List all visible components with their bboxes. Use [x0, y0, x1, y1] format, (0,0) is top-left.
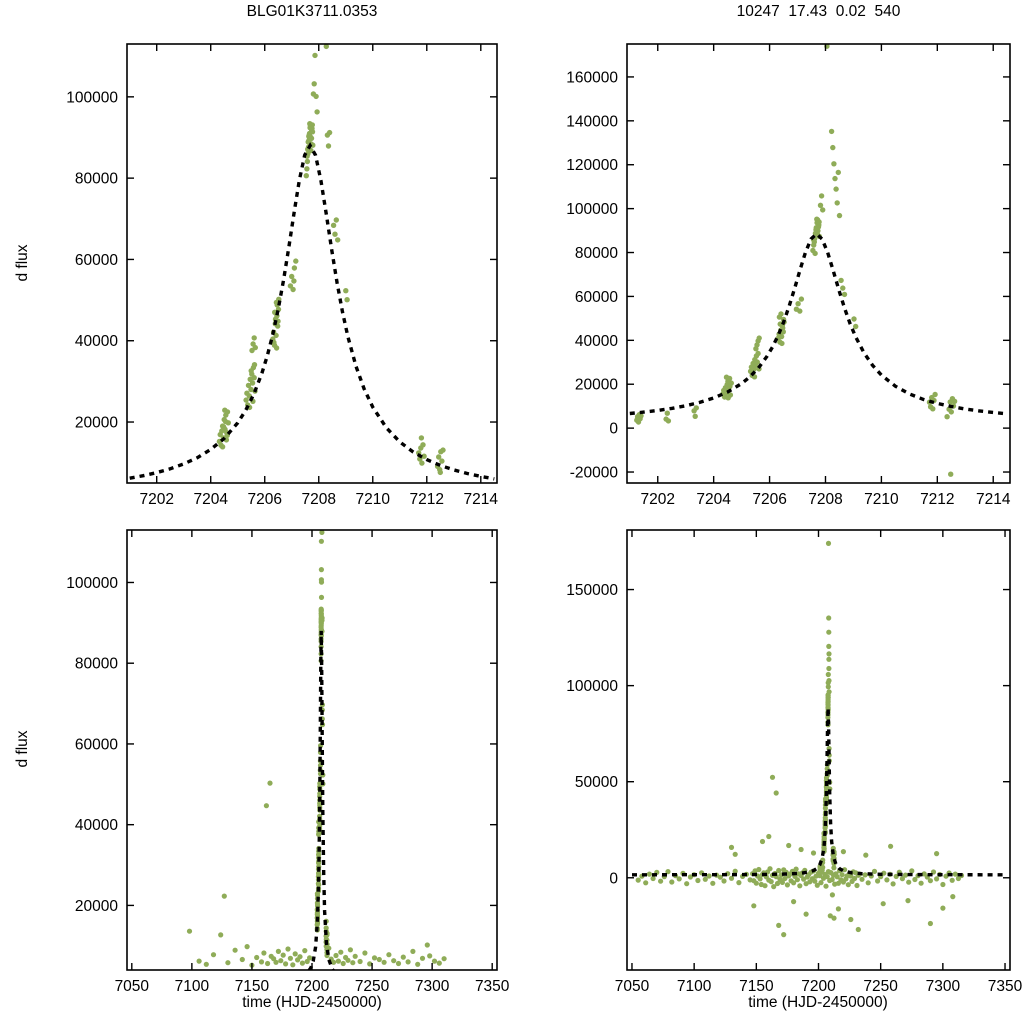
y-tick-label: 60000	[75, 736, 118, 753]
x-tick-label: 7212	[410, 491, 444, 508]
y-tick-label: 80000	[75, 656, 118, 673]
x-tick-label: 7150	[739, 978, 774, 995]
panel-top-right: 10247 17.43 0.02 540 7202 7204 7206 7208 721…	[512, 0, 1024, 512]
y-tick-label: 40000	[575, 333, 618, 350]
x-tick-label: 7350	[475, 978, 510, 995]
x-tick-label: 7300	[415, 978, 450, 995]
panel-top-left: BLG01K3711.0353 d flux 7202 7204 7206 7208 7…	[0, 0, 512, 512]
model-curve	[129, 142, 495, 481]
x-tick-label: 7250	[355, 978, 390, 995]
plot-bottom-left: 7050 7100 7150 7200 7250 7300 7350 20000 40000 60…	[66, 529, 510, 995]
scatter-points	[216, 44, 446, 476]
x-tick-label: 7202	[641, 491, 675, 508]
plot-border	[126, 43, 498, 484]
x-tick-label: 7206	[752, 491, 786, 508]
x-tick-label: 7200	[801, 978, 836, 995]
y-tick-label: 60000	[75, 252, 118, 269]
scatter-points	[635, 540, 965, 938]
y-tick-label: 0	[609, 421, 618, 438]
x-tick-label: 7050	[115, 978, 150, 995]
y-tick-label: 20000	[75, 415, 118, 432]
y-tick-label: 100000	[566, 201, 618, 218]
x-tick-label: 7100	[677, 978, 712, 995]
x-tick-label: 7204	[193, 491, 228, 508]
x-tick-label: 7202	[139, 491, 173, 508]
y-tick-label: 40000	[75, 817, 118, 834]
y-tick-label: 40000	[75, 333, 118, 350]
x-tick-label: 7208	[808, 491, 842, 508]
x-tick-label: 7200	[295, 978, 330, 995]
plot-bottom-right: 7050 7100 7150 7200 7250 7300 7350 0 50000 100000…	[566, 529, 1023, 995]
x-tick-label: 7208	[302, 491, 336, 508]
y-tick-label: 20000	[75, 898, 118, 915]
y-tick-label: 0	[609, 870, 618, 887]
x-tick-label: 7212	[920, 491, 954, 508]
scatter-points	[186, 530, 447, 968]
plot-border	[126, 529, 498, 971]
x-tick-label: 7214	[464, 491, 499, 508]
x-tick-label: 7206	[247, 491, 281, 508]
x-tick-label: 7150	[235, 978, 270, 995]
y-tick-label: 100000	[66, 575, 118, 592]
panel-bottom-left: d flux time (HJD-2450000) 7050 7100 7150 72…	[0, 512, 512, 1024]
y-tick-label: 100000	[566, 678, 618, 695]
y-tick-label: -20000	[570, 465, 619, 482]
y-tick-label: 80000	[75, 171, 118, 188]
y-tick-label: 50000	[575, 774, 618, 791]
x-tick-label: 7210	[864, 491, 899, 508]
panel-bottom-right: time (HJD-2450000) 7050 7100 7150 7200 7250 7…	[512, 512, 1024, 1024]
model-curve	[631, 707, 1006, 877]
x-tick-label: 7350	[988, 978, 1023, 995]
y-tick-label: 60000	[575, 289, 618, 306]
chart-title: 10247 17.43 0.02 540	[736, 3, 901, 20]
x-axis-label: time (HJD-2450000)	[748, 994, 888, 1011]
y-tick-label: 100000	[66, 89, 118, 106]
plot-top-right: 7202 7204 7206 7208 7210 7212 7214 -20000 0 20000…	[566, 43, 1011, 508]
y-tick-label: 80000	[575, 245, 618, 262]
y-tick-label: 20000	[575, 377, 618, 394]
x-tick-label: 7204	[696, 491, 731, 508]
chart-title: BLG01K3711.0353	[246, 3, 378, 20]
x-tick-label: 7250	[863, 978, 898, 995]
x-tick-label: 7300	[926, 978, 961, 995]
plot-border	[626, 43, 1011, 484]
scatter-points	[634, 44, 958, 477]
model-curve	[307, 630, 336, 970]
x-tick-label: 7100	[175, 978, 210, 995]
x-axis-label: time (HJD-2450000)	[242, 994, 382, 1011]
plot-border	[626, 529, 1011, 971]
x-tick-label: 7050	[615, 978, 650, 995]
y-tick-label: 140000	[566, 113, 618, 130]
y-tick-label: 160000	[566, 69, 618, 86]
x-tick-label: 7214	[976, 491, 1011, 508]
y-tick-label: 120000	[566, 157, 618, 174]
y-tick-label: 150000	[566, 582, 618, 599]
model-curve	[629, 231, 1008, 416]
plot-top-left: 7202 7204 7206 7208 7210 7212 7214 20000 40000 60…	[66, 43, 499, 508]
x-tick-label: 7210	[356, 491, 391, 508]
